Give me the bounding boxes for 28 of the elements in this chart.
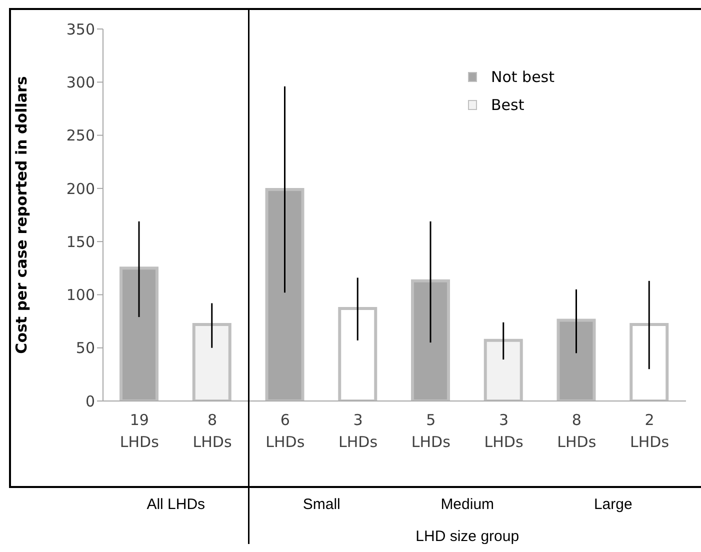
y-tick-label: 50 (76, 339, 95, 358)
y-tick-label: 300 (66, 73, 95, 92)
bar (630, 322, 669, 401)
bar (192, 322, 232, 401)
y-axis-title: Cost per case reported in dollars (12, 76, 30, 354)
legend-label: Not best (491, 68, 554, 86)
legend-label: Best (491, 96, 524, 114)
y-tick-label: 100 (66, 286, 95, 304)
text: LHD size group (416, 528, 520, 545)
text: Large (594, 496, 632, 513)
bar (484, 338, 523, 401)
text: Small (302, 496, 340, 513)
text: All LHDs (146, 496, 206, 513)
bar (338, 307, 378, 401)
x-tick-label: 2 LHDs (630, 411, 670, 451)
x-tick-label: 5 LHDs (411, 411, 451, 451)
x-tick-label: 3 LHDs (338, 411, 378, 451)
x-tick-label: 6 LHDs (266, 411, 305, 451)
x-tick-label: 19 LHDs (120, 411, 160, 451)
y-tick-label: 350 (66, 20, 95, 38)
y-tick-label: 200 (66, 180, 95, 198)
y-tick-label: 250 (66, 126, 95, 145)
x-tick-label: 8 LHDs (192, 411, 232, 451)
y-tick-label: 0 (85, 392, 95, 410)
y-tick-label: 150 (66, 232, 95, 251)
text: Medium (440, 496, 494, 513)
x-tick-label: 8 LHDs (557, 411, 596, 451)
x-tick-label: 3 LHDs (484, 411, 524, 451)
